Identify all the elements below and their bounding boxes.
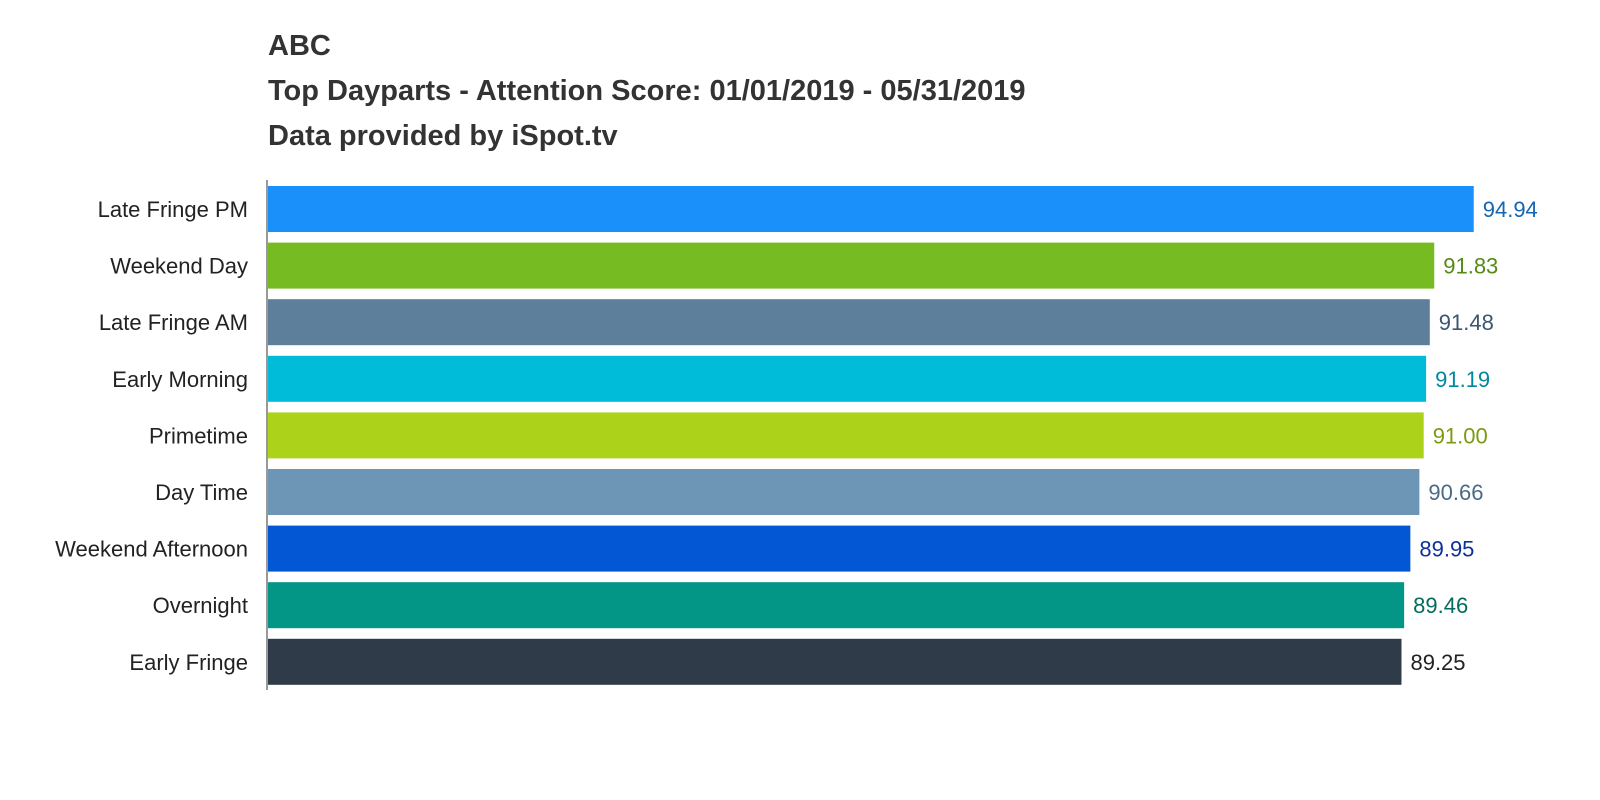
- category-label: Late Fringe AM: [99, 310, 248, 335]
- category-label: Overnight: [153, 593, 248, 618]
- value-label: 91.19: [1435, 367, 1490, 392]
- value-label: 89.25: [1410, 650, 1465, 675]
- category-label: Weekend Afternoon: [55, 537, 248, 562]
- category-label: Late Fringe PM: [98, 197, 248, 222]
- value-label: 89.46: [1413, 593, 1468, 618]
- value-label: 91.83: [1443, 254, 1498, 279]
- bar: [268, 186, 1474, 232]
- chart-title: ABC Top Dayparts - Attention Score: 01/0…: [268, 24, 1026, 159]
- title-line-1: ABC: [268, 30, 331, 62]
- category-label: Primetime: [149, 423, 248, 448]
- title-line-3: Data provided by iSpot.tv: [268, 120, 618, 152]
- bar: [268, 525, 1411, 572]
- category-label: Day Time: [155, 480, 248, 505]
- value-label: 91.00: [1433, 423, 1488, 448]
- bar: [268, 582, 1405, 629]
- bar: [268, 469, 1420, 515]
- value-label: 90.66: [1428, 480, 1483, 505]
- category-label: Early Morning: [112, 367, 248, 392]
- value-label: 89.95: [1419, 537, 1474, 562]
- bar: [268, 242, 1435, 289]
- title-line-2: Top Dayparts - Attention Score: 01/01/20…: [268, 75, 1026, 107]
- value-label: 91.48: [1439, 310, 1494, 335]
- bar: [268, 355, 1427, 402]
- category-label: Early Fringe: [129, 650, 248, 675]
- category-label: Weekend Day: [110, 254, 248, 279]
- bar: [268, 299, 1430, 346]
- value-label: 94.94: [1483, 197, 1538, 222]
- bar: [268, 412, 1424, 459]
- bar: [268, 638, 1402, 685]
